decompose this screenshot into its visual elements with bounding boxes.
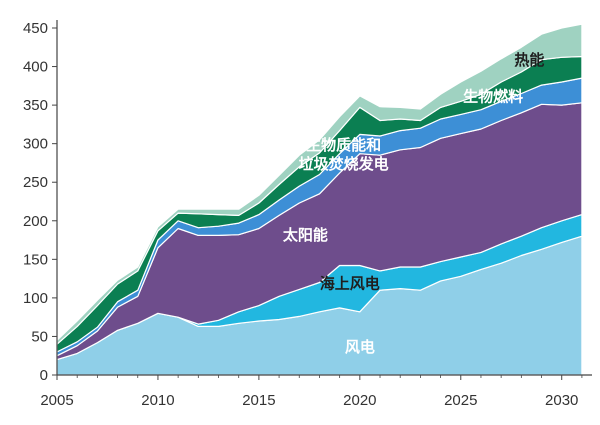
y-tick-label: 250 <box>23 174 48 191</box>
series-label-4: 生物燃料 <box>463 87 523 105</box>
y-tick-label: 150 <box>23 251 48 268</box>
series-label-0: 风电 <box>345 338 375 356</box>
x-tick-label: 2005 <box>40 392 73 409</box>
x-tick-label: 2015 <box>242 392 275 409</box>
area-layers <box>56 23 583 376</box>
area-labels: 风电 海上风电 太阳能 生物质能和垃圾焚烧发电 生物燃料 热能 <box>283 51 545 356</box>
y-tick-label: 300 <box>23 136 48 153</box>
series-label-5: 热能 <box>514 51 544 69</box>
series-label-2: 太阳能 <box>283 226 328 244</box>
y-tick-label: 450 <box>23 20 48 37</box>
axes: 0 50 100 150 200 250 300 350 400 450 2005 2010 2015 2… <box>23 20 592 409</box>
x-tick-label: 2010 <box>141 392 174 409</box>
y-tick-label: 400 <box>23 59 48 76</box>
y-tick-label: 350 <box>23 97 48 114</box>
x-tick-label: 2020 <box>343 392 376 409</box>
x-tick-label: 2030 <box>545 392 578 409</box>
y-tick-label: 0 <box>40 367 48 384</box>
series-area-5 <box>56 23 583 345</box>
series-label-3: 生物质能和垃圾焚烧发电 <box>299 136 389 173</box>
y-tick-label: 200 <box>23 213 48 230</box>
x-tick-label: 2025 <box>444 392 477 409</box>
y-tick-label: 100 <box>23 290 48 307</box>
series-label-1: 海上风电 <box>320 275 380 293</box>
y-tick-label: 50 <box>31 328 48 345</box>
